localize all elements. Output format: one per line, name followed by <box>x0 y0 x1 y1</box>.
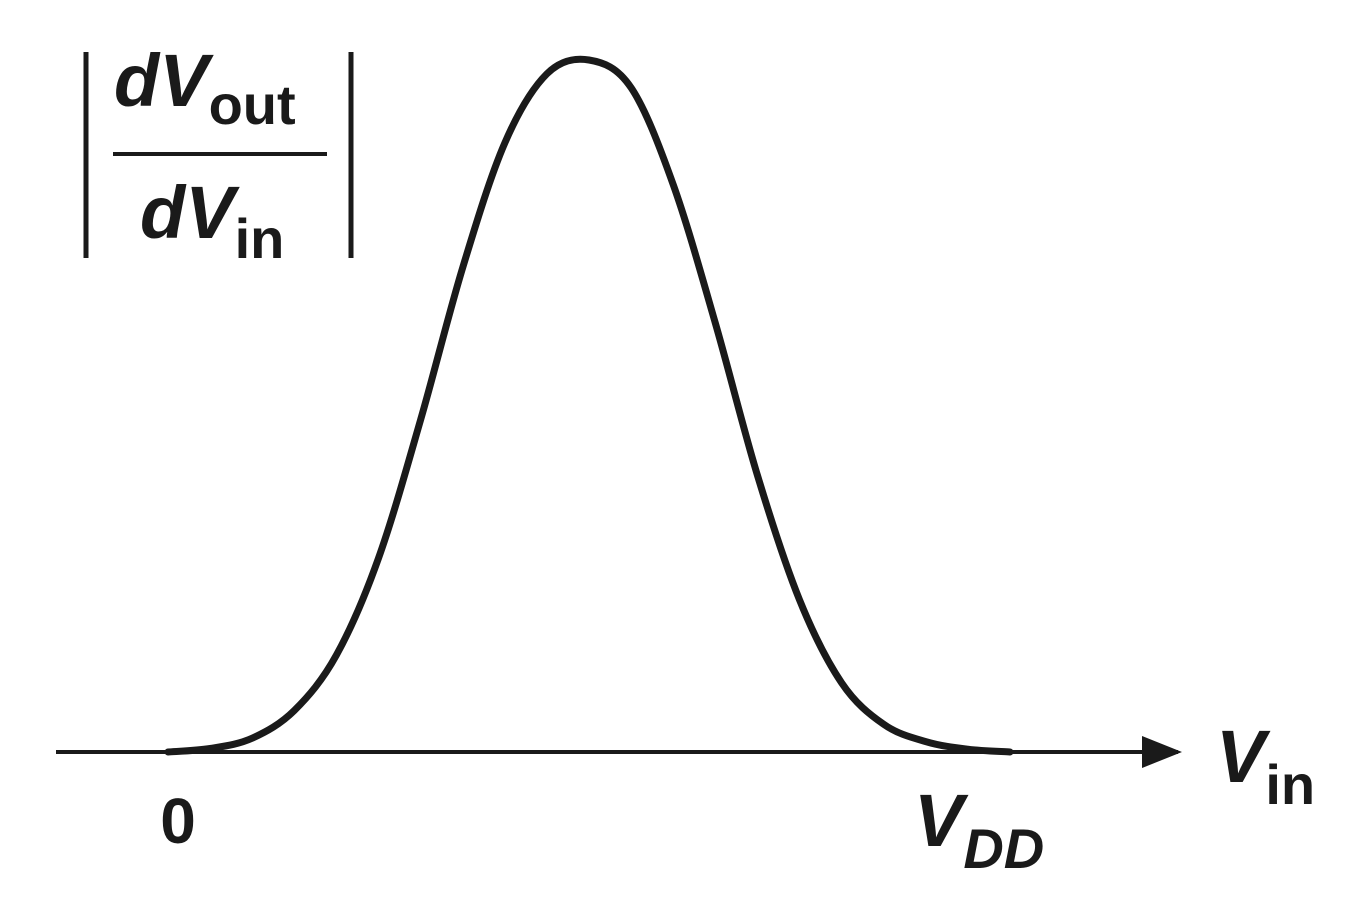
y-axis-label: dVout dVin <box>83 39 354 270</box>
x-tick-zero: 0 <box>160 785 196 857</box>
ylabel-denominator-main: dV <box>140 171 240 254</box>
x-axis-label: Vin <box>1216 715 1315 816</box>
x-tick-vdd: VDD <box>914 779 1044 880</box>
ylabel-denominator-sub: in <box>235 207 285 270</box>
x-tick-vdd-sub: DD <box>963 817 1044 880</box>
x-tick-vdd-main: V <box>914 779 969 862</box>
xlabel-sub: in <box>1265 753 1315 816</box>
xlabel-main: V <box>1216 715 1271 798</box>
ylabel-denominator: dVin <box>140 171 284 270</box>
ylabel-numerator-main: dV <box>114 39 214 122</box>
ylabel-numerator: dVout <box>114 39 296 136</box>
gain-curve <box>164 55 1014 756</box>
ylabel-numerator-sub: out <box>209 73 296 136</box>
